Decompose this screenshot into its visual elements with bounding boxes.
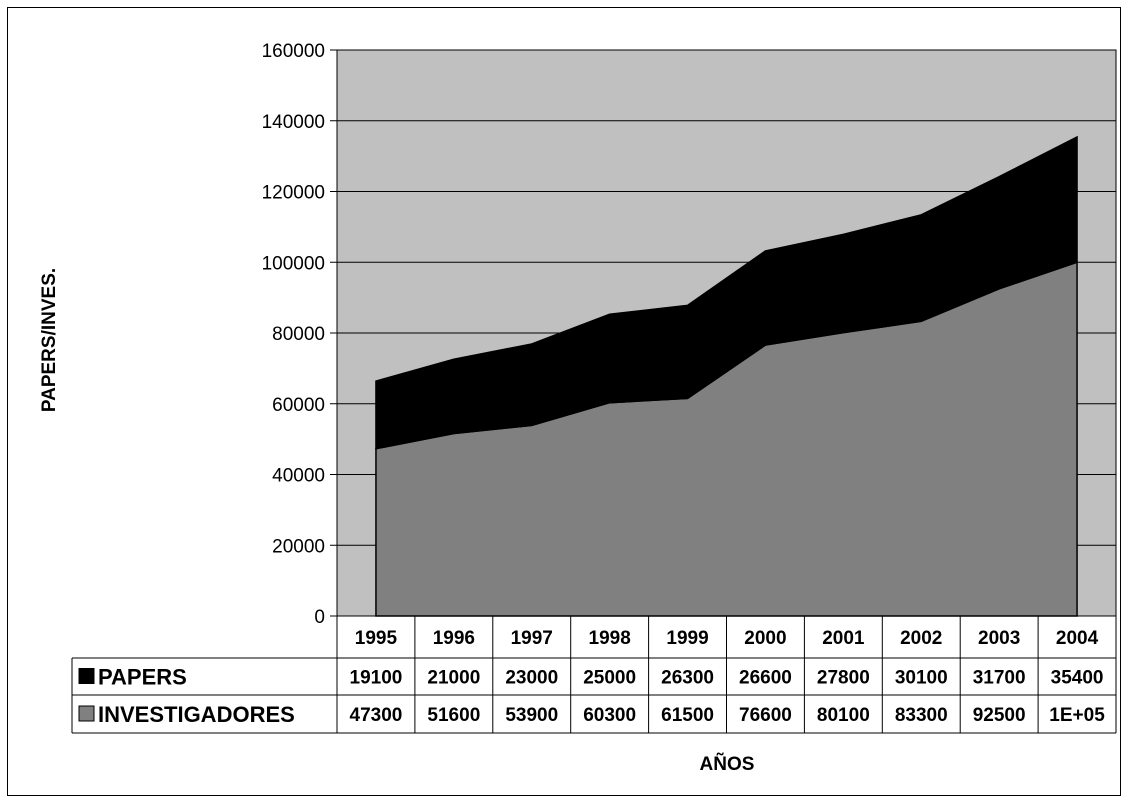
data-label: 76600	[739, 705, 792, 726]
data-label: 30100	[895, 668, 948, 689]
legend-swatch	[78, 668, 95, 684]
data-label: 31700	[973, 668, 1026, 689]
data-label: 47300	[350, 705, 403, 726]
legend-label: PAPERS	[98, 665, 187, 690]
data-label: 51600	[427, 705, 480, 726]
data-label: 53900	[505, 705, 558, 726]
y-tick-label: 120000	[262, 183, 325, 204]
y-axis-title: PAPERS/INVES.	[39, 268, 60, 412]
area-series-papers	[375, 135, 1078, 450]
data-label: 35400	[1051, 668, 1104, 689]
y-axis-ticks: 0 20000 40000 60000 80000 100000 120000 140000 1…	[262, 41, 337, 628]
legend-label: INVESTIGADORES	[98, 702, 295, 727]
x-category-label: 1996	[433, 628, 475, 649]
x-category-label: 1998	[589, 628, 631, 649]
x-category-label: 2003	[978, 628, 1020, 649]
y-tick-label: 100000	[262, 253, 325, 274]
data-label: 61500	[661, 705, 714, 726]
data-label: 27800	[817, 668, 870, 689]
y-tick-label: 80000	[272, 324, 325, 345]
x-category-label: 2001	[822, 628, 865, 649]
x-category-label: 2000	[744, 628, 786, 649]
y-tick-label: 160000	[262, 41, 325, 62]
y-tick-label: 60000	[272, 395, 325, 416]
x-category-label: 1999	[666, 628, 708, 649]
data-label: 23000	[505, 668, 558, 689]
x-category-label: 1997	[511, 628, 553, 649]
y-tick-label: 20000	[272, 536, 325, 557]
y-tick-label: 0	[314, 607, 325, 628]
data-label: 80100	[817, 705, 870, 726]
data-label: 26300	[661, 668, 714, 689]
y-tick-label: 40000	[272, 466, 325, 487]
x-category-label: 2004	[1056, 628, 1099, 649]
data-label: 26600	[739, 668, 792, 689]
data-label: 25000	[583, 668, 636, 689]
y-tick-label: 140000	[262, 112, 325, 133]
data-label: 21000	[427, 668, 480, 689]
x-category-label: 1995	[355, 628, 398, 649]
x-axis-title: AÑOS	[700, 753, 755, 775]
legend-swatch	[78, 705, 95, 722]
data-table: 1995 1996 1997 1998 1999 2000 2001 2002 2003 2004…	[71, 616, 1117, 734]
data-label: 19100	[350, 668, 403, 689]
data-label: 1E+05	[1049, 705, 1105, 726]
x-category-label: 2002	[900, 628, 942, 649]
data-label: 60300	[583, 705, 636, 726]
data-label: 92500	[973, 705, 1026, 726]
data-label: 83300	[895, 705, 948, 726]
data-areas	[375, 135, 1078, 617]
